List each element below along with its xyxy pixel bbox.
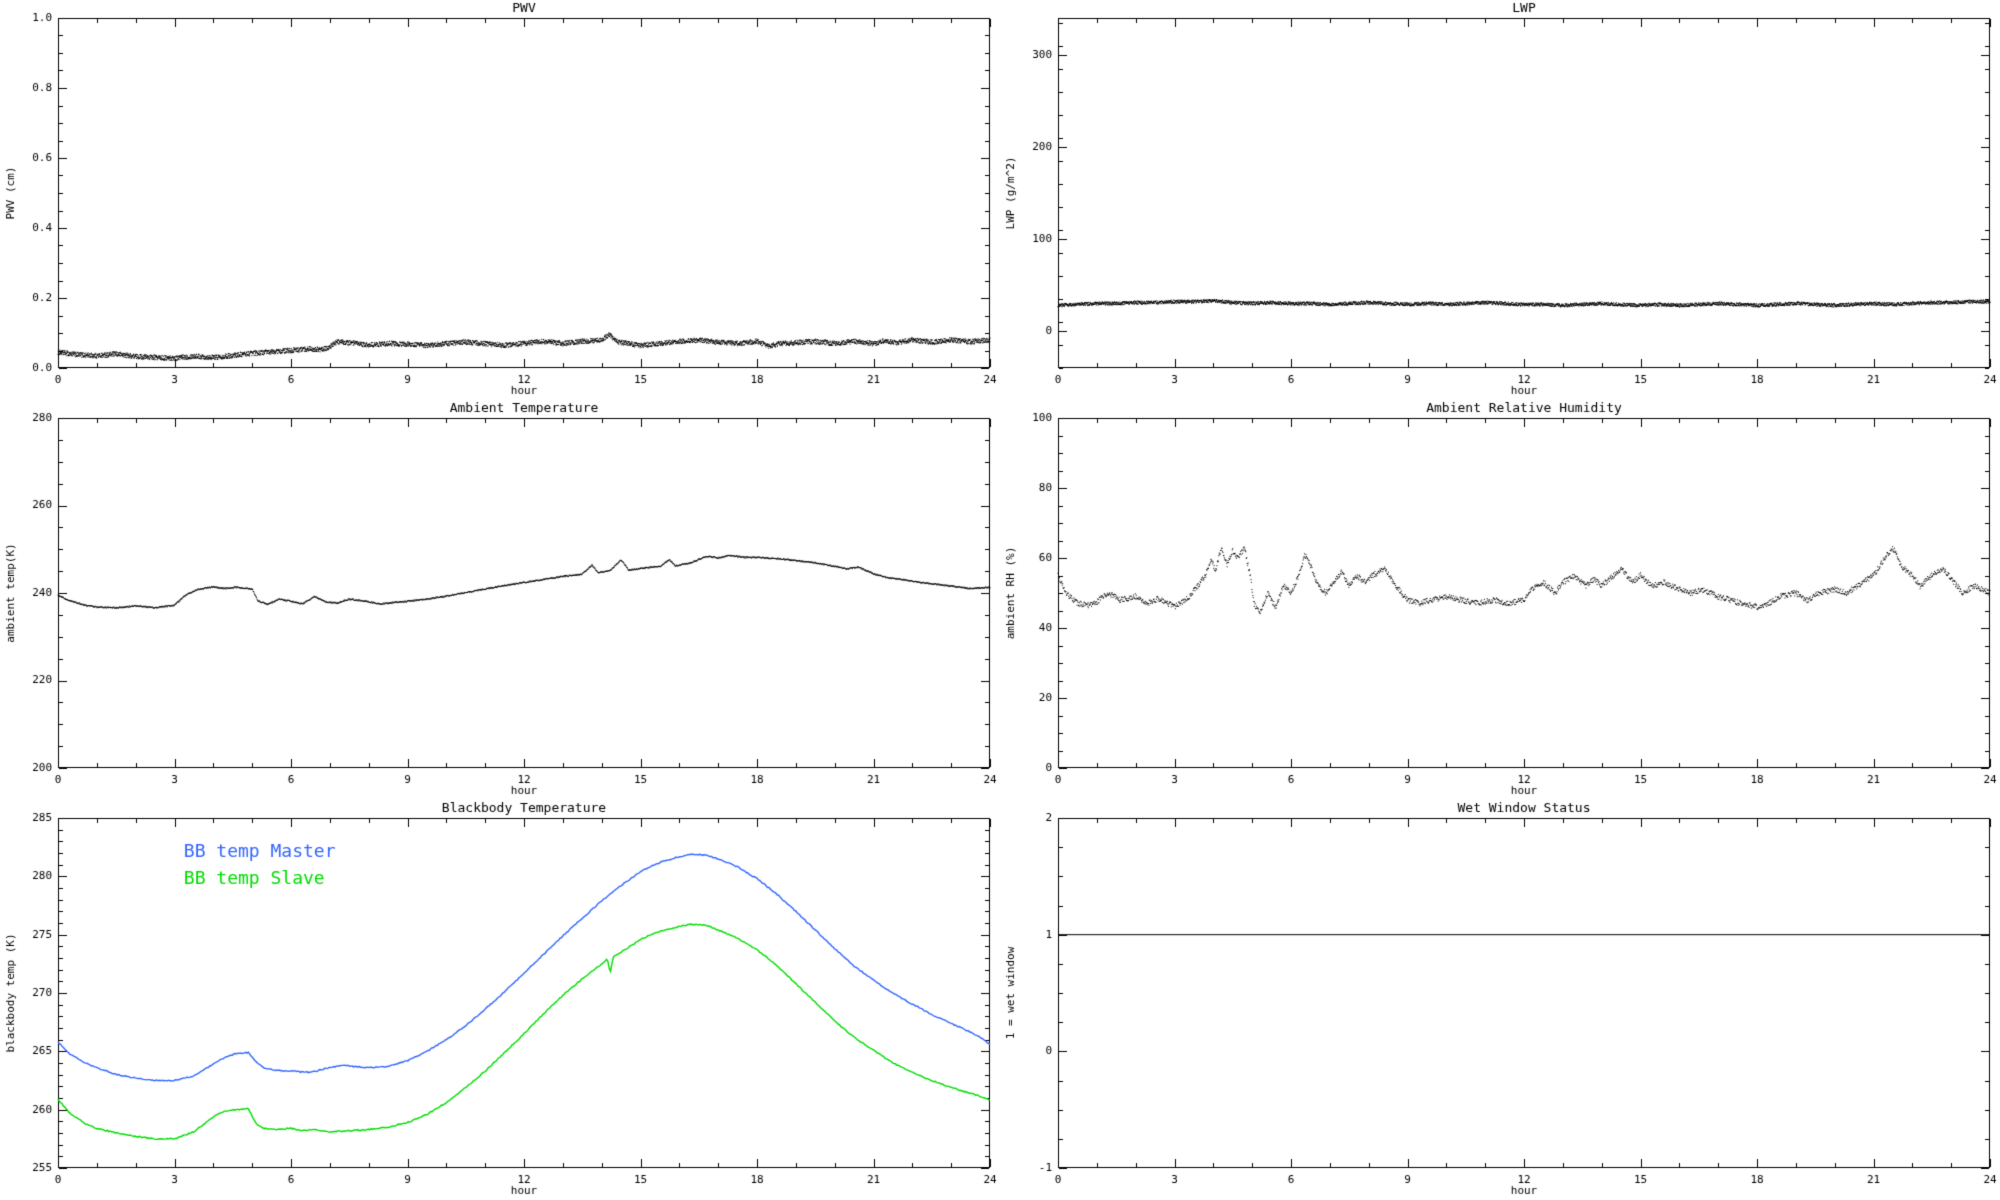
- lwp-plot-cell: [1000, 0, 2000, 400]
- lwp-chart: [1000, 0, 2000, 400]
- ambient-relative-humidity-chart: [1000, 400, 2000, 800]
- wet-window-status-plot-cell: [1000, 800, 2000, 1200]
- pwv-plot-cell: [0, 0, 1000, 400]
- blackbody-temperature-chart: [0, 800, 1000, 1200]
- ambient-relative-humidity-plot-cell: [1000, 400, 2000, 800]
- ambient-temperature-plot-cell: [0, 400, 1000, 800]
- ambient-temperature-chart: [0, 400, 1000, 800]
- wet-window-status-chart: [1000, 800, 2000, 1200]
- pwv-chart: [0, 0, 1000, 400]
- blackbody-temperature-plot-cell: [0, 800, 1000, 1200]
